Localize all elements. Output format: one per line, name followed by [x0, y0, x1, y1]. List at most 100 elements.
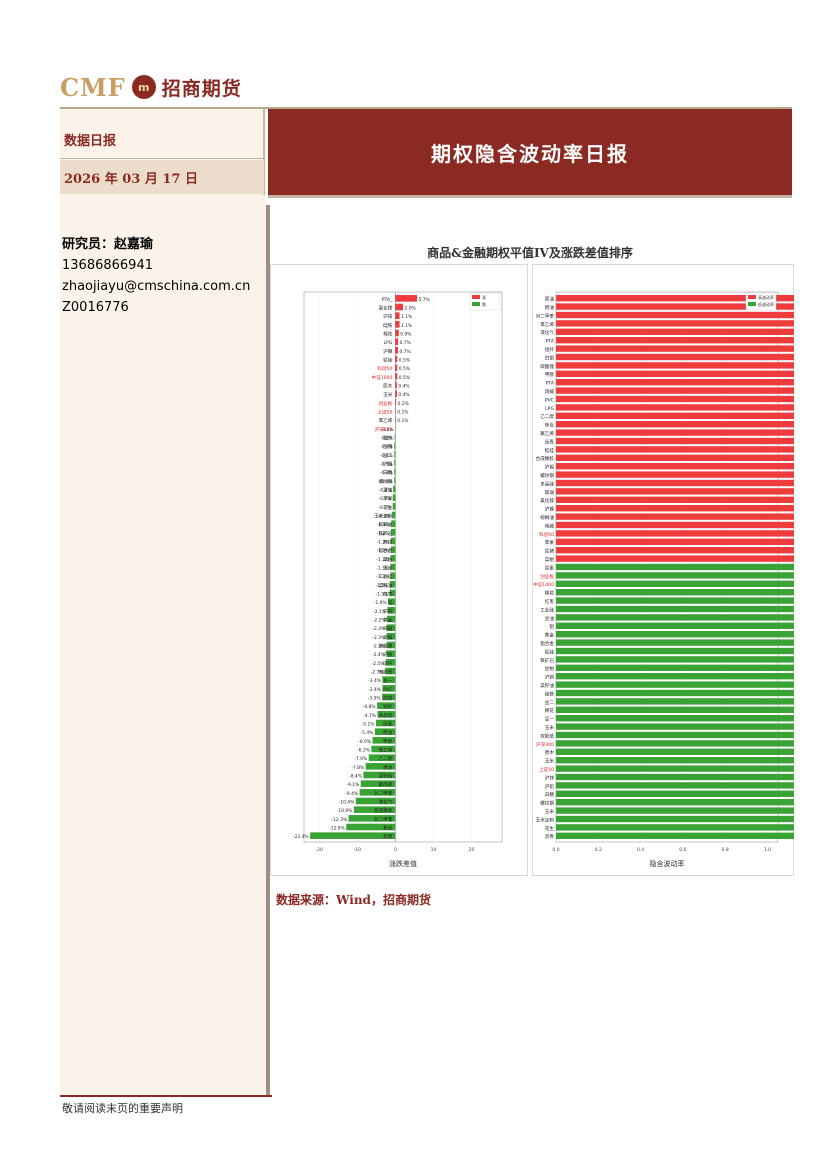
- bar: [386, 650, 396, 657]
- category-label: 豆一: [545, 717, 555, 723]
- category-label: 碳酸锂: [540, 363, 554, 370]
- bar: [556, 799, 794, 806]
- bar: [392, 503, 396, 510]
- value-label: -2.3%: [372, 643, 385, 649]
- bar: [556, 622, 794, 629]
- bar: [386, 633, 396, 640]
- category-label: PVC: [545, 397, 554, 403]
- bar: [310, 832, 396, 839]
- category-label: 燃油: [545, 304, 555, 311]
- category-label: 科创50: [539, 531, 554, 538]
- x-tick-label: 0.2: [595, 847, 602, 853]
- value-label: -1.1%: [377, 522, 390, 528]
- value-label: -1.9%: [374, 600, 387, 606]
- category-label: 锰硅: [545, 447, 555, 454]
- bar: [389, 581, 396, 588]
- category-label: 沪深300: [374, 426, 392, 433]
- bar: [393, 485, 396, 493]
- bar: [385, 667, 396, 675]
- bar: [395, 321, 400, 328]
- value-label: -12.9%: [329, 825, 345, 831]
- bar: [556, 765, 794, 772]
- value-label: -22.4%: [293, 834, 309, 840]
- bar: [556, 513, 794, 520]
- bar: [556, 689, 794, 697]
- value-label: -0.3%: [380, 461, 393, 467]
- value-label: -1.2%: [377, 539, 390, 545]
- bar: [556, 412, 794, 419]
- bar: [556, 782, 794, 789]
- author-phone: 13686866941: [62, 258, 153, 273]
- bar: [556, 437, 794, 445]
- category-label: 花生: [383, 504, 393, 511]
- value-label: -10.9%: [337, 808, 353, 814]
- bar: [556, 715, 794, 722]
- bar: [390, 563, 396, 571]
- value-label: -5.4%: [361, 730, 374, 736]
- bar: [386, 624, 396, 631]
- author-license: Z0016776: [62, 300, 129, 315]
- category-label: 乙二醇: [540, 413, 554, 420]
- category-label: 白糖: [545, 791, 555, 798]
- bar: [556, 496, 794, 503]
- value-label: 0.1%: [397, 409, 408, 415]
- bar: [556, 807, 794, 814]
- category-label: 生猪: [383, 443, 393, 450]
- category-label: 沪锡: [545, 464, 555, 471]
- bar: [556, 740, 794, 747]
- bar: [556, 706, 794, 713]
- bar: [387, 607, 396, 614]
- bar: [556, 404, 794, 411]
- category-label: 铝合金: [379, 547, 393, 554]
- category-label: 多晶硅: [379, 712, 393, 719]
- bar: [377, 702, 396, 709]
- bar: [556, 395, 794, 403]
- bar: [556, 647, 794, 655]
- category-label: 红枣: [545, 598, 555, 605]
- bar: [556, 521, 794, 529]
- bar: [391, 511, 396, 519]
- legend-label: 低波动率: [758, 301, 774, 307]
- value-label: 0.7%: [400, 340, 411, 346]
- bar: [556, 832, 794, 839]
- bar: [556, 589, 794, 596]
- category-label: 上证50: [539, 766, 554, 773]
- header-rule: [60, 107, 792, 109]
- category-label: 尿素: [383, 720, 393, 727]
- bar: [556, 547, 794, 554]
- category-label: 液化气: [379, 798, 393, 805]
- category-label: PVC: [383, 687, 392, 693]
- author-email[interactable]: zhaojiayu@cmschina.com.cn: [62, 279, 251, 294]
- value-label: 1.1%: [401, 323, 412, 329]
- value-label: -0.3%: [380, 444, 393, 450]
- category-label: 沥青: [545, 833, 555, 840]
- bar: [556, 639, 794, 646]
- category-label: 棉花: [545, 590, 555, 597]
- category-label: 苯乙烯: [540, 321, 554, 328]
- category-label: 烧碱: [545, 388, 555, 395]
- logo-text-en: CMF: [60, 72, 126, 102]
- value-label: 0.5%: [399, 366, 410, 372]
- x-tick-label: 0.4: [637, 847, 644, 853]
- category-label: 豆一: [383, 678, 393, 684]
- bar: [556, 572, 794, 579]
- footer-disclaimer: 敬请阅读末页的重要声明: [62, 1102, 183, 1115]
- value-label: -7.0%: [354, 756, 367, 762]
- category-label: 沥青: [383, 833, 393, 840]
- category-label: 原油: [545, 296, 555, 303]
- category-label: 豆油: [545, 615, 555, 622]
- category-label: 对二甲苯: [374, 816, 393, 823]
- bar: [556, 538, 794, 545]
- bar: [556, 757, 794, 764]
- category-label: 原油: [383, 729, 393, 736]
- category-label: 棉花: [545, 707, 555, 714]
- category-label: 棕榈油: [540, 514, 554, 521]
- author-name: 研究员：赵嘉瑜: [62, 237, 154, 252]
- value-label: -1.3%: [376, 565, 389, 571]
- value-label: -0.7%: [378, 505, 391, 511]
- bar: [556, 387, 794, 394]
- bar: [394, 459, 396, 467]
- bar: [382, 685, 396, 692]
- bar: [556, 353, 794, 361]
- value-label: -12.3%: [332, 817, 348, 823]
